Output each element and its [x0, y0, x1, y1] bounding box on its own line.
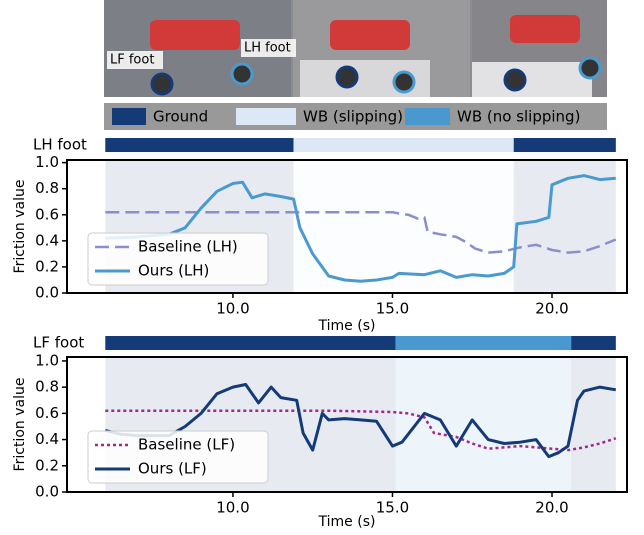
series-line	[104, 383, 617, 459]
legend-label: Ground	[153, 108, 208, 126]
y-tick-label: 0.6	[35, 404, 59, 422]
x-axis-label: Time (s)	[318, 318, 376, 334]
phase-legend: Ground WB (slipping) WB (no slipping)	[112, 108, 580, 126]
foot-marker	[503, 68, 527, 92]
foot-label: LF foot	[33, 334, 84, 352]
y-tick-label: 0.0	[35, 284, 59, 302]
phase-bar	[293, 138, 514, 152]
y-tick-label: 0.2	[35, 257, 59, 275]
legend-swatch	[112, 108, 146, 125]
axes-frame	[66, 159, 628, 294]
series-line	[105, 210, 617, 254]
phase-bar	[571, 336, 616, 350]
x-tick-label: 10.0	[216, 300, 249, 318]
whiteboard	[472, 62, 592, 97]
label-box	[107, 51, 163, 69]
y-tick-label: 0.8	[35, 378, 59, 396]
robot	[330, 20, 410, 50]
phase-shade	[513, 160, 616, 293]
y-axis-label: Friction value	[12, 378, 28, 472]
x-tick-label: 10.0	[216, 499, 249, 517]
series-line	[105, 174, 616, 283]
x-tick-label: 15.0	[376, 499, 409, 517]
legend-swatch	[236, 108, 296, 125]
legend-swatch	[405, 108, 450, 125]
y-tick-label: 0.4	[35, 231, 59, 249]
foot-label: LH foot	[33, 136, 87, 154]
y-tick-label: 0.8	[35, 179, 59, 197]
series-line	[105, 409, 617, 452]
foot-marker	[335, 65, 359, 89]
photos: LF foot LH foot	[104, 0, 607, 97]
phase-shade	[571, 357, 616, 492]
photo-label: LF foot	[110, 53, 154, 68]
photo-label: LH foot	[244, 41, 291, 56]
phase-legend-bg	[104, 103, 607, 130]
legend-label: Ours (LH)	[138, 262, 209, 280]
y-axis-label: Friction value	[12, 180, 28, 274]
robot	[150, 20, 240, 50]
legend-label: Baseline (LH)	[138, 238, 238, 256]
phase-bar	[105, 336, 396, 350]
legend-label: WB (no slipping)	[457, 108, 580, 126]
phase-bar	[105, 138, 294, 152]
charts: LH foot 0.0 0.2 0.4 0.6 0.8 1.0 10.0 15.0 20.0 Tim…	[12, 136, 628, 530]
y-tick-label: 1.0	[35, 153, 59, 171]
legend-label: Baseline (LF)	[138, 436, 235, 454]
foot-marker	[578, 56, 602, 80]
x-tick-label: 20.0	[535, 499, 568, 517]
phase-shade	[293, 160, 514, 293]
x-tick-label: 15.0	[376, 300, 409, 318]
y-tick-label: 0.4	[35, 430, 59, 448]
y-tick-label: 0.6	[35, 205, 59, 223]
y-tick-label: 0.0	[35, 483, 59, 501]
label-box	[241, 39, 296, 57]
y-tick-label: 0.2	[35, 456, 59, 474]
legend-box	[87, 430, 269, 484]
foot-marker	[150, 72, 174, 96]
y-tick-label: 1.0	[35, 351, 59, 369]
x-axis-label: Time (s)	[318, 514, 376, 530]
robot	[510, 15, 580, 43]
x-tick-label: 20.0	[535, 300, 568, 318]
axes-frame	[66, 356, 628, 493]
foot-marker	[230, 62, 254, 86]
foot-marker	[392, 70, 416, 94]
legend-label: Ours (LF)	[138, 460, 207, 478]
phase-bar	[395, 336, 572, 350]
phase-shade	[395, 357, 572, 492]
legend-box	[87, 232, 269, 286]
phase-bar	[513, 138, 616, 152]
legend-label: WB (slipping)	[303, 108, 403, 126]
